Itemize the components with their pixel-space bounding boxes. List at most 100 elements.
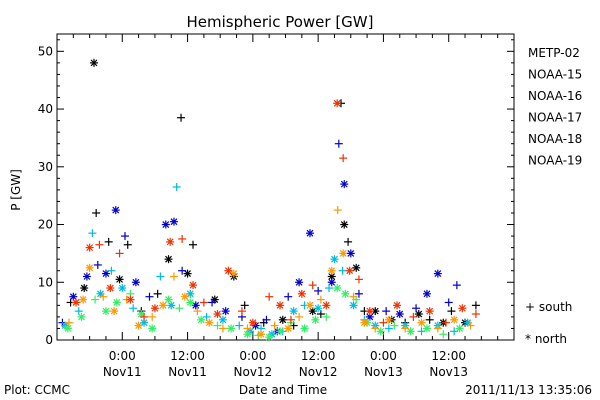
north-point — [80, 284, 89, 293]
south-point — [208, 298, 217, 307]
north-point — [169, 217, 178, 226]
north-point — [311, 315, 320, 324]
north-point — [414, 310, 423, 319]
south-point — [148, 312, 157, 321]
south-point — [382, 307, 391, 316]
data-points — [58, 58, 480, 342]
south-point — [213, 321, 222, 330]
south-point — [129, 304, 138, 313]
north-point — [305, 229, 314, 238]
north-point — [224, 266, 233, 275]
north-point — [278, 315, 287, 324]
plot-area: 0 10 20 30 40 50 0:00 Nov11 12:00 Nov11 0:00 Nov12… — [38, 33, 515, 379]
south-point — [390, 321, 399, 330]
north-point — [300, 324, 309, 333]
south-point — [286, 315, 295, 324]
north-point — [284, 324, 293, 333]
south-point — [270, 321, 279, 330]
south-point — [308, 281, 317, 290]
south-point — [178, 266, 187, 275]
south-point — [322, 312, 331, 321]
north-point — [417, 318, 426, 327]
south-point — [447, 307, 456, 316]
y-tick-label: 30 — [38, 160, 53, 174]
north-point — [85, 263, 94, 272]
y-axis: 0 10 20 30 40 50 — [38, 39, 514, 347]
north-point — [197, 315, 206, 324]
y-axis-label: P [GW] — [9, 169, 23, 211]
x-tick-time-label: 12:00 — [170, 349, 205, 363]
north-point — [341, 289, 350, 298]
x-tick-time-label: 12:00 — [301, 349, 336, 363]
north-point — [210, 295, 219, 304]
north-point — [118, 284, 127, 293]
north-point — [395, 310, 404, 319]
north-point — [205, 318, 214, 327]
south-point — [115, 249, 124, 258]
north-point — [167, 301, 176, 310]
x-tick-date-label: Nov11 — [168, 365, 207, 379]
south-point — [193, 307, 202, 316]
south-point — [156, 272, 165, 281]
south-point — [265, 292, 274, 301]
legend-entry: NOAA-16 — [528, 89, 582, 103]
south-point — [452, 281, 461, 290]
south-point — [95, 240, 104, 249]
north-point — [221, 307, 230, 316]
x-tick-time-label: 12:00 — [431, 349, 466, 363]
legend-south-marker: + south — [525, 300, 572, 314]
north-point — [289, 307, 298, 316]
north-point — [72, 298, 81, 307]
south-point — [235, 321, 244, 330]
south-point — [104, 237, 113, 246]
south-point — [379, 318, 388, 327]
north-point — [305, 301, 314, 310]
north-point — [79, 295, 88, 304]
south-point — [471, 301, 480, 310]
south-point — [107, 266, 116, 275]
south-point — [93, 260, 102, 269]
south-point — [444, 298, 453, 307]
north-point — [115, 275, 124, 284]
north-point — [110, 307, 119, 316]
north-point — [295, 278, 304, 287]
north-point — [406, 327, 415, 336]
north-point — [164, 255, 173, 264]
south-point — [349, 292, 358, 301]
legend-north-marker: * north — [525, 332, 567, 346]
south-point — [466, 321, 475, 330]
north-point — [131, 278, 140, 287]
north-point — [322, 301, 331, 310]
south-point — [243, 324, 252, 333]
south-point — [471, 310, 480, 319]
legend-entry: METP-02 — [528, 46, 580, 60]
north-point — [345, 266, 354, 275]
south-point — [177, 113, 186, 122]
north-point — [346, 249, 355, 258]
legend-entry: NOAA-19 — [528, 154, 582, 168]
legend-entry: NOAA-15 — [528, 68, 582, 82]
north-point — [327, 278, 336, 287]
x-tick-time-label: 0:00 — [370, 349, 397, 363]
x-axis-label: Date and Time — [239, 383, 327, 397]
north-point — [248, 318, 257, 327]
y-tick-label: 40 — [38, 102, 53, 116]
north-point — [384, 315, 393, 324]
north-point — [314, 304, 323, 313]
south-point — [189, 240, 198, 249]
north-point — [166, 237, 175, 246]
north-point — [433, 269, 442, 278]
legend-entry: NOAA-18 — [528, 132, 582, 146]
south-point — [172, 183, 181, 191]
plot-frame — [56, 33, 515, 341]
x-tick-date-label: Nov12 — [299, 365, 338, 379]
north-point — [101, 307, 110, 316]
south-point — [354, 275, 363, 284]
south-point — [354, 289, 363, 298]
north-point — [458, 304, 467, 313]
north-point — [183, 269, 192, 278]
north-point — [333, 99, 342, 108]
south-point — [334, 139, 343, 148]
south-point — [153, 289, 162, 298]
